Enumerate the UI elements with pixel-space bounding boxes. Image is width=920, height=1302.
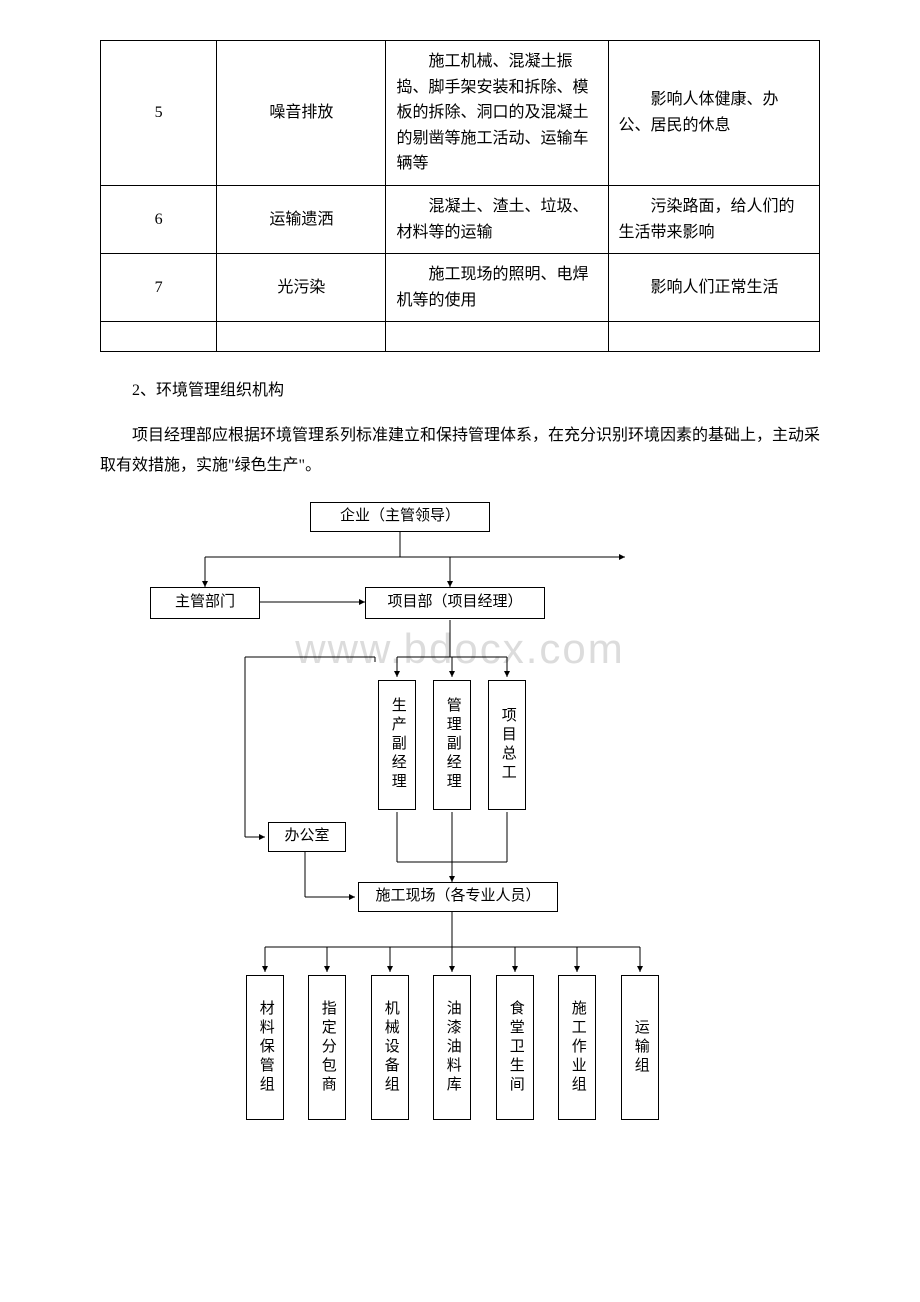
org-node-transport-team: 运输组 bbox=[621, 975, 659, 1120]
environment-factors-table: 5 噪音排放 施工机械、混凝土振捣、脚手架安装和拆除、模板的拆除、洞口的及混凝土… bbox=[100, 40, 820, 352]
cell-source: 混凝土、渣土、垃圾、材料等的运输 bbox=[386, 185, 608, 253]
document-page: www.bdocx.com 5 噪音排放 施工机械、混凝土振捣、脚手架安装和拆除… bbox=[0, 0, 920, 1202]
org-node-canteen-sanitary: 食堂卫生间 bbox=[496, 975, 534, 1120]
org-node-construction-team: 施工作业组 bbox=[558, 975, 596, 1120]
org-node-department: 主管部门 bbox=[150, 587, 260, 619]
org-node-project-manager: 项目部（项目经理） bbox=[365, 587, 545, 619]
org-chart: 企业（主管领导） 主管部门 项目部（项目经理） 生产副经理 管理副经理 项目总工… bbox=[150, 502, 770, 1142]
cell-source: 施工机械、混凝土振捣、脚手架安装和拆除、模板的拆除、洞口的及混凝土的剔凿等施工活… bbox=[386, 41, 608, 186]
table-row: 6 运输遗洒 混凝土、渣土、垃圾、材料等的运输 污染路面，给人们的生活带来影响 bbox=[101, 185, 820, 253]
org-node-chief-engineer: 项目总工 bbox=[488, 680, 526, 810]
cell-source: 施工现场的照明、电焊机等的使用 bbox=[386, 254, 608, 322]
org-node-machinery-group: 机械设备组 bbox=[371, 975, 409, 1120]
org-node-office: 办公室 bbox=[268, 822, 346, 852]
table-empty-row bbox=[101, 322, 820, 352]
org-node-production-deputy: 生产副经理 bbox=[378, 680, 416, 810]
section-paragraph: 项目经理部应根据环境管理系列标准建立和保持管理体系，在充分识别环境因素的基础上，… bbox=[100, 421, 820, 482]
cell-impact: 影响人体健康、办公、居民的休息 bbox=[608, 41, 820, 186]
org-node-construction-site: 施工现场（各专业人员） bbox=[358, 882, 558, 912]
cell-factor: 运输遗洒 bbox=[217, 185, 386, 253]
cell-num: 6 bbox=[101, 185, 217, 253]
cell-num: 7 bbox=[101, 254, 217, 322]
cell-impact: 影响人们正常生活 bbox=[608, 254, 820, 322]
cell-impact: 污染路面，给人们的生活带来影响 bbox=[608, 185, 820, 253]
section-heading: 2、环境管理组织机构 bbox=[100, 376, 820, 406]
org-node-paint-store: 油漆油料库 bbox=[433, 975, 471, 1120]
table-row: 5 噪音排放 施工机械、混凝土振捣、脚手架安装和拆除、模板的拆除、洞口的及混凝土… bbox=[101, 41, 820, 186]
cell-factor: 噪音排放 bbox=[217, 41, 386, 186]
org-node-management-deputy: 管理副经理 bbox=[433, 680, 471, 810]
org-node-enterprise: 企业（主管领导） bbox=[310, 502, 490, 532]
table-row: 7 光污染 施工现场的照明、电焊机等的使用 影响人们正常生活 bbox=[101, 254, 820, 322]
cell-factor: 光污染 bbox=[217, 254, 386, 322]
cell-num: 5 bbox=[101, 41, 217, 186]
org-node-subcontractor: 指定分包商 bbox=[308, 975, 346, 1120]
org-node-material-group: 材料保管组 bbox=[246, 975, 284, 1120]
